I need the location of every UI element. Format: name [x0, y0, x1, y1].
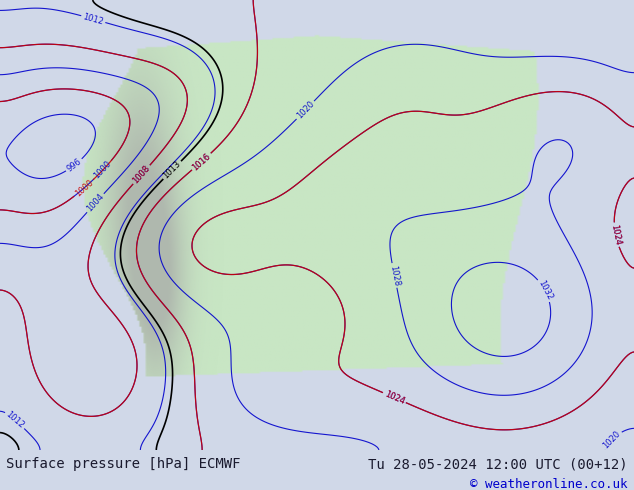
Text: 1008: 1008: [131, 164, 152, 185]
Text: © weatheronline.co.uk: © weatheronline.co.uk: [470, 477, 628, 490]
Text: 1032: 1032: [536, 279, 554, 302]
Text: 1020: 1020: [295, 99, 316, 121]
Text: 1000: 1000: [73, 178, 94, 198]
Text: 1012: 1012: [82, 12, 105, 26]
Text: Surface pressure [hPa] ECMWF: Surface pressure [hPa] ECMWF: [6, 457, 241, 471]
Text: 1004: 1004: [85, 192, 106, 214]
Text: 1024: 1024: [383, 390, 406, 406]
Text: 1016: 1016: [191, 151, 212, 172]
Text: 1012: 1012: [4, 410, 26, 430]
Text: 1024: 1024: [609, 223, 622, 246]
Text: 1008: 1008: [131, 164, 152, 185]
Text: 1020: 1020: [601, 429, 622, 450]
Text: Tu 28-05-2024 12:00 UTC (00+12): Tu 28-05-2024 12:00 UTC (00+12): [368, 457, 628, 471]
Text: 1024: 1024: [383, 390, 406, 406]
Text: 996: 996: [65, 157, 83, 174]
Text: 1013: 1013: [162, 159, 183, 181]
Text: 1016: 1016: [191, 151, 212, 172]
Text: 1028: 1028: [388, 264, 401, 287]
Text: 1000: 1000: [93, 159, 113, 181]
Text: 1024: 1024: [609, 223, 622, 246]
